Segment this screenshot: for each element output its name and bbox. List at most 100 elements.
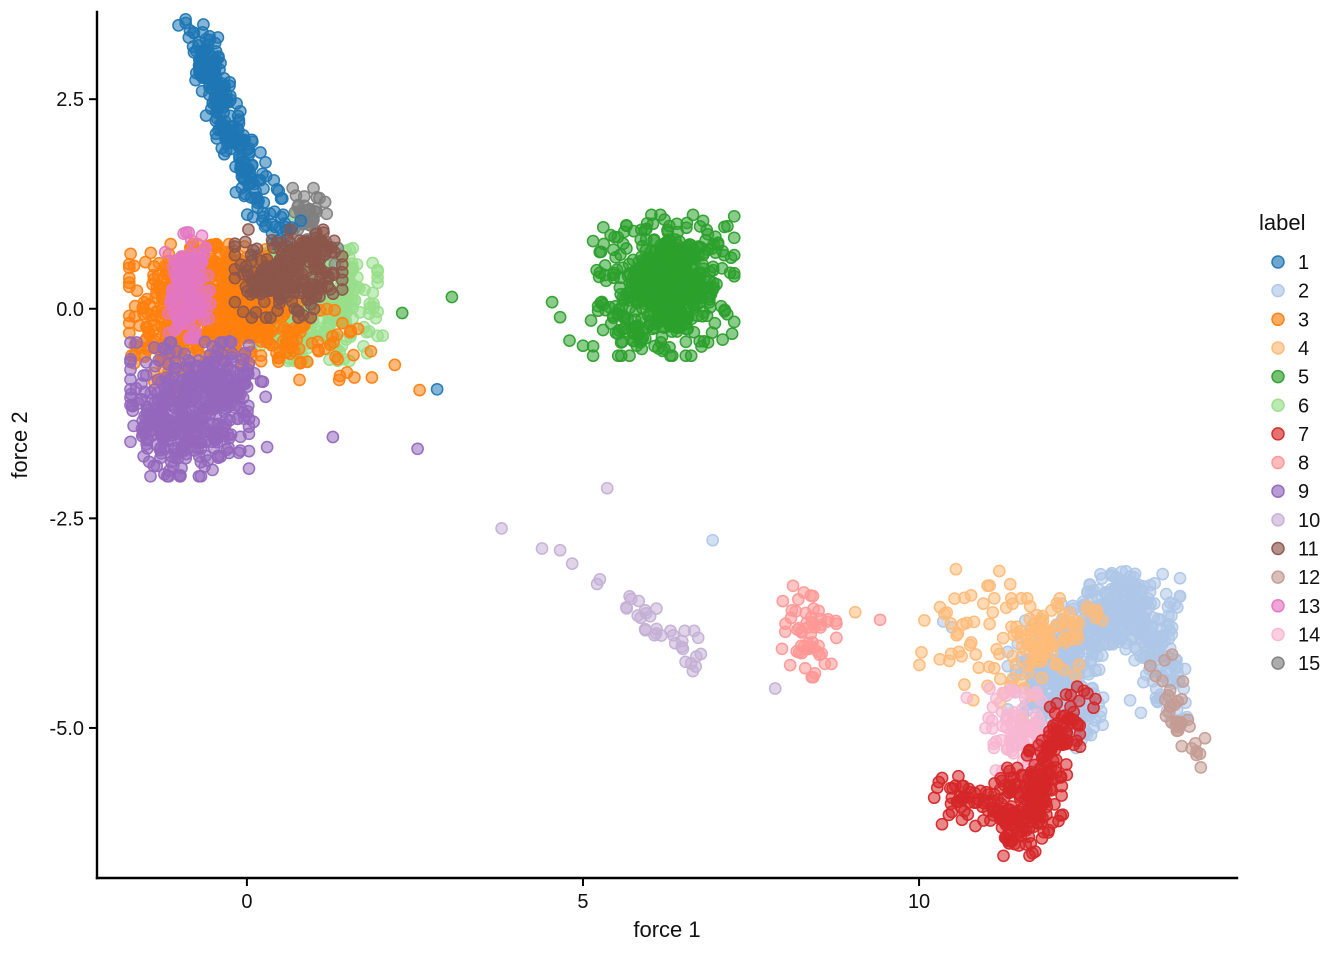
data-point [783, 658, 797, 672]
data-point [632, 326, 646, 340]
legend-item: 3 [1271, 309, 1309, 331]
data-point [197, 18, 210, 31]
data-point [1194, 761, 1208, 774]
data-point [232, 446, 246, 460]
data-point [915, 646, 928, 659]
data-point [596, 220, 610, 234]
data-point [987, 795, 1001, 808]
data-point [1161, 600, 1175, 614]
data-point [687, 325, 701, 339]
data-point [969, 648, 983, 661]
data-point [197, 377, 211, 391]
data-point [140, 437, 154, 451]
legend-item-label: 1 [1298, 252, 1309, 274]
data-point [981, 804, 995, 818]
data-point [596, 298, 610, 311]
data-point [1034, 763, 1048, 776]
data-point [124, 435, 137, 449]
data-point [545, 295, 559, 309]
data-point [228, 240, 242, 253]
data-point [949, 562, 963, 576]
data-point [1115, 565, 1129, 579]
data-point [185, 288, 198, 301]
data-point [958, 678, 971, 691]
data-point [254, 146, 267, 159]
data-point [634, 233, 648, 246]
data-point [254, 375, 268, 388]
data-point [1072, 658, 1086, 672]
data-point [609, 250, 623, 264]
data-point [1028, 845, 1042, 858]
data-point [248, 283, 262, 296]
data-point [217, 311, 231, 325]
data-point [307, 302, 321, 316]
data-point [232, 116, 246, 130]
data-point [1072, 694, 1086, 708]
legend-key-dot [1271, 541, 1285, 556]
y-tick-label: 0.0 [56, 299, 84, 321]
data-point [639, 623, 652, 637]
data-point [347, 348, 360, 362]
data-point [927, 791, 941, 805]
data-point [718, 305, 731, 318]
legend-key-dot [1271, 627, 1285, 642]
data-point [413, 383, 426, 397]
data-point [186, 254, 200, 267]
legend-item: 8 [1271, 453, 1309, 475]
data-point [182, 226, 196, 239]
data-point [657, 321, 671, 334]
data-point [1055, 789, 1068, 802]
data-point [998, 831, 1012, 845]
x-axis-title: force 1 [633, 917, 700, 942]
data-point [1049, 658, 1063, 671]
data-point [611, 327, 625, 341]
data-point [1041, 826, 1055, 839]
data-point [932, 775, 946, 789]
data-point [199, 32, 213, 46]
data-point [348, 371, 361, 384]
data-point [294, 321, 307, 335]
cluster-10 [495, 481, 782, 695]
data-point [259, 390, 273, 404]
cluster-8 [775, 579, 887, 684]
data-point [274, 292, 288, 306]
data-point [236, 305, 250, 319]
data-point [1056, 808, 1070, 822]
data-point [586, 234, 600, 248]
data-point [212, 123, 225, 137]
data-point [172, 407, 185, 421]
data-point [611, 230, 625, 244]
data-point [706, 533, 720, 547]
cluster-5 [395, 208, 741, 363]
data-point [632, 594, 646, 608]
data-point [300, 355, 314, 369]
data-point [586, 349, 600, 363]
data-point [300, 293, 314, 307]
data-point [311, 343, 325, 356]
data-point [253, 173, 267, 187]
x-tick-label: 0 [241, 891, 252, 913]
data-point [235, 170, 249, 183]
data-point [323, 283, 337, 296]
data-point [671, 238, 684, 252]
legend-item: 14 [1271, 624, 1320, 646]
data-point [138, 418, 152, 431]
data-point [202, 312, 215, 325]
data-point [1034, 694, 1048, 707]
data-point [942, 808, 956, 822]
data-point [1048, 798, 1061, 811]
data-point [1156, 637, 1169, 651]
data-point [679, 335, 693, 349]
data-point [141, 406, 155, 420]
data-point [259, 156, 272, 169]
data-point [629, 304, 643, 318]
data-point [1003, 577, 1017, 591]
data-point [293, 280, 306, 294]
data-point [1070, 680, 1084, 693]
data-point [1081, 586, 1094, 600]
data-point [1102, 638, 1116, 651]
data-point [1022, 666, 1035, 680]
data-point [128, 310, 142, 324]
data-point [122, 261, 136, 275]
data-point [535, 542, 549, 555]
